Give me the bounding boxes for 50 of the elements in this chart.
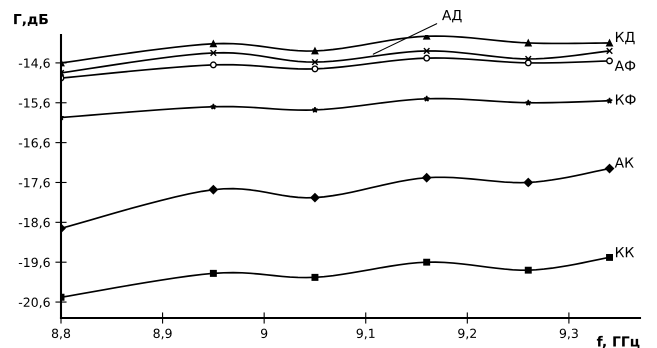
y-axis-title: Г,дБ <box>14 14 48 26</box>
point <box>524 266 532 274</box>
point <box>524 59 532 66</box>
point <box>310 193 320 202</box>
point <box>423 258 430 266</box>
point <box>604 164 614 174</box>
point <box>210 49 217 56</box>
series-label: КФ <box>616 94 636 105</box>
x-tick-label: 9,3 <box>560 328 578 340</box>
point <box>524 40 532 46</box>
x-tick-label: 9 <box>260 328 268 338</box>
y-tick-label: -17,6 <box>18 178 50 189</box>
point <box>423 47 430 54</box>
point <box>606 97 613 104</box>
point <box>311 274 318 281</box>
y-tick-label: -19,6 <box>18 258 50 268</box>
point <box>606 47 613 54</box>
text: АД <box>442 10 462 22</box>
x-tick-label: 8,8 <box>52 328 70 340</box>
x-axis-title: f, ГГц <box>596 336 640 348</box>
x-tick-label: 9,2 <box>458 328 476 340</box>
point <box>524 55 532 62</box>
y-tick-label: -15,6 <box>18 98 50 109</box>
point <box>422 173 432 182</box>
point <box>524 99 532 106</box>
series-label: АФ <box>614 60 636 71</box>
y-tick-label: -16,6 <box>18 138 50 149</box>
point <box>210 40 217 48</box>
point <box>210 61 217 68</box>
point <box>311 47 318 54</box>
point <box>606 40 613 46</box>
series-label: КД <box>616 32 635 44</box>
point <box>311 58 318 66</box>
x-tick-label: 9,1 <box>356 328 375 340</box>
point <box>524 178 533 188</box>
point <box>311 65 318 72</box>
x-tick-label: 8,9 <box>153 328 172 340</box>
point <box>208 185 218 194</box>
point <box>606 254 613 261</box>
point <box>423 95 430 102</box>
point <box>312 106 318 113</box>
y-tick-label: -18,6 <box>18 218 50 229</box>
y-tick-label: -14,6 <box>18 58 50 70</box>
series-label: АК <box>614 157 634 168</box>
point <box>606 57 613 64</box>
series-label: КК <box>616 247 634 258</box>
point <box>210 270 217 277</box>
point <box>210 103 217 110</box>
point <box>423 54 430 62</box>
y-tick-label: -20,6 <box>18 298 50 308</box>
